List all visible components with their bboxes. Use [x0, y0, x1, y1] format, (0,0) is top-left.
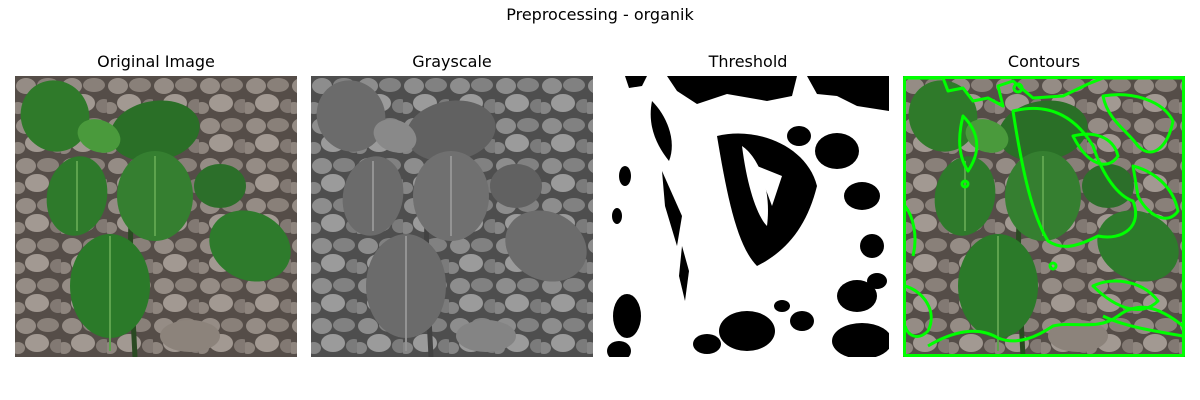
panel-title-grayscale: Grayscale: [412, 52, 492, 71]
original-image: [15, 76, 297, 357]
contours-image: [903, 76, 1185, 357]
grayscale-image: [311, 76, 593, 357]
grayscale-image-canvas: [311, 76, 593, 357]
original-image-canvas: [15, 76, 297, 357]
threshold-image-canvas: [607, 76, 889, 357]
threshold-image: [607, 76, 889, 357]
figure-title: Preprocessing - organik: [506, 5, 694, 24]
panel-title-threshold: Threshold: [708, 52, 788, 71]
panel-title-original: Original Image: [97, 52, 215, 71]
contours-image-canvas: [903, 76, 1185, 357]
panel-title-contours: Contours: [1007, 52, 1081, 71]
